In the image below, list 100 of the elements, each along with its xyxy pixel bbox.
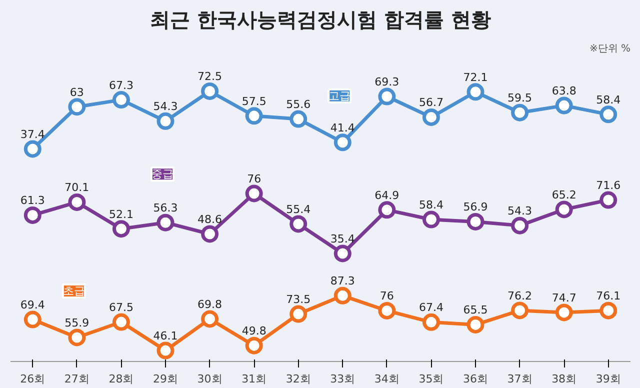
point — [511, 216, 529, 234]
x-tick-label: 29회 — [153, 372, 178, 386]
data-label: 46.1 — [153, 330, 178, 343]
x-tick-label: 33회 — [330, 372, 356, 386]
point — [555, 200, 573, 218]
data-label: 72.1 — [463, 70, 488, 84]
point — [378, 302, 396, 320]
data-label: 63 — [70, 86, 84, 99]
point — [24, 140, 42, 158]
point — [112, 313, 130, 331]
data-label: 65.5 — [463, 304, 488, 317]
data-label: 41.4 — [330, 121, 355, 134]
point — [600, 191, 618, 209]
data-label: 76 — [247, 172, 262, 186]
point — [245, 184, 263, 202]
data-label: 76.2 — [508, 289, 532, 302]
point — [68, 328, 86, 346]
data-label: 72.5 — [198, 70, 222, 84]
data-label: 48.6 — [198, 212, 222, 226]
point — [245, 336, 263, 354]
data-label: 64.9 — [374, 188, 400, 202]
data-label: 57.5 — [242, 94, 266, 108]
point — [290, 215, 308, 233]
point — [201, 225, 219, 243]
point — [511, 104, 529, 122]
point — [68, 193, 86, 211]
data-label: 76 — [380, 290, 394, 303]
x-tick-label: 27회 — [64, 372, 90, 386]
data-label: 71.6 — [596, 179, 621, 192]
point — [290, 110, 308, 128]
data-label: 61.3 — [20, 194, 45, 208]
x-tick-label: 36회 — [463, 372, 488, 386]
x-tick-label: 34회 — [374, 372, 400, 386]
data-label: 55.4 — [286, 202, 311, 216]
data-label: 67.3 — [108, 78, 134, 92]
text: 중급 — [152, 168, 174, 181]
point — [156, 342, 174, 360]
point — [334, 286, 352, 304]
data-label: 55.9 — [64, 316, 90, 330]
data-label: 69.8 — [198, 298, 222, 311]
chart-title: 최근 한국사능력검정시험 합격률 현황 — [150, 8, 491, 32]
data-label: 54.3 — [508, 204, 532, 218]
data-label: 52.1 — [108, 208, 134, 221]
point — [68, 98, 86, 116]
point — [555, 96, 573, 114]
point — [24, 206, 42, 224]
text: ※단위 % — [589, 44, 631, 54]
point — [378, 201, 396, 219]
data-label: 76.1 — [596, 290, 621, 303]
data-label: 56.3 — [153, 202, 178, 215]
data-label: 49.8 — [242, 324, 266, 338]
data-label: 69.3 — [374, 76, 400, 89]
data-label: 70.1 — [64, 181, 90, 194]
data-label: 63.8 — [552, 84, 576, 98]
x-tick-label: 28회 — [108, 372, 134, 386]
data-label: 58.4 — [418, 198, 444, 212]
point — [600, 106, 618, 124]
data-label: 87.3 — [330, 274, 355, 288]
data-label: 59.5 — [508, 92, 532, 105]
point — [334, 134, 352, 152]
data-label: 65.2 — [552, 188, 576, 202]
data-label: 67.4 — [418, 301, 444, 314]
data-label: 54.3 — [153, 100, 178, 114]
point — [156, 112, 174, 130]
point — [112, 91, 130, 109]
point — [201, 310, 219, 328]
x-tick-label: 38회 — [552, 372, 577, 386]
data-label: 69.4 — [20, 298, 45, 312]
point — [555, 304, 573, 322]
x-tick-label: 30회 — [197, 372, 222, 386]
point — [422, 210, 440, 228]
x-tick-label: 26회 — [20, 372, 46, 386]
point — [245, 107, 263, 125]
x-tick-label: 39회 — [596, 372, 621, 386]
point — [290, 305, 308, 323]
data-label: 55.6 — [286, 98, 311, 112]
x-tick-label: 32회 — [286, 372, 311, 386]
point — [334, 244, 352, 262]
point — [422, 108, 440, 126]
data-label: 67.5 — [108, 301, 134, 314]
point — [466, 83, 484, 101]
point — [466, 212, 484, 230]
point — [511, 302, 529, 320]
data-label: 37.4 — [20, 128, 45, 141]
data-label: 35.4 — [330, 232, 355, 246]
point — [201, 82, 219, 100]
data-label: 74.7 — [552, 291, 576, 304]
data-label: 56.9 — [463, 200, 488, 214]
data-label: 73.5 — [286, 293, 311, 306]
point — [24, 310, 42, 328]
data-label: 58.4 — [596, 93, 621, 106]
x-tick-label: 31회 — [242, 372, 267, 386]
point — [378, 88, 396, 106]
point — [112, 220, 130, 238]
x-tick-label: 35회 — [418, 372, 444, 386]
x-tick-label: 37회 — [507, 372, 532, 386]
data-label: 56.7 — [418, 96, 444, 110]
point — [600, 302, 618, 320]
point — [422, 313, 440, 331]
point — [466, 316, 484, 334]
